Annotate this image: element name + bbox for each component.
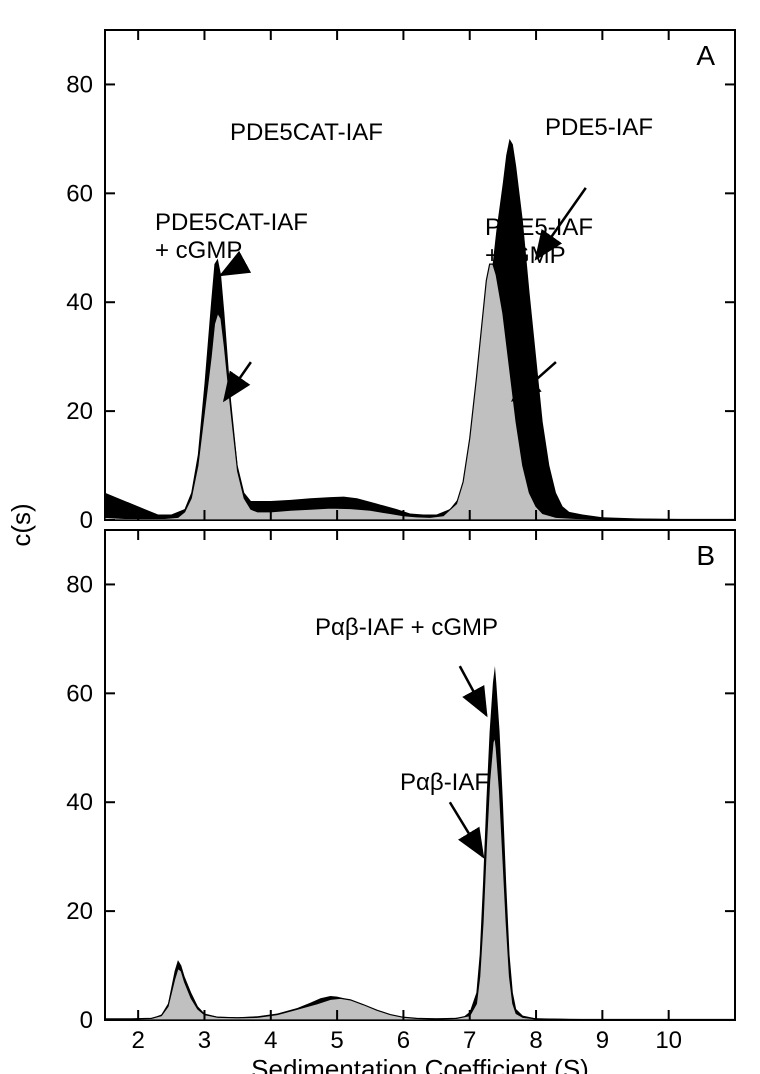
svg-text:20: 20 bbox=[66, 898, 93, 925]
svg-text:80: 80 bbox=[66, 571, 93, 598]
svg-text:60: 60 bbox=[66, 680, 93, 707]
svg-text:3: 3 bbox=[198, 1027, 211, 1054]
svg-text:A: A bbox=[696, 40, 715, 71]
svg-text:5: 5 bbox=[330, 1027, 343, 1054]
svg-text:PDE5CAT-IAF: PDE5CAT-IAF bbox=[155, 209, 308, 236]
svg-text:9: 9 bbox=[596, 1027, 609, 1054]
svg-text:4: 4 bbox=[264, 1027, 277, 1054]
svg-text:c(s): c(s) bbox=[6, 503, 36, 546]
svg-text:20: 20 bbox=[66, 398, 93, 425]
svg-text:40: 40 bbox=[66, 789, 93, 816]
svg-text:PDE5-IAF: PDE5-IAF bbox=[485, 214, 593, 241]
svg-text:B: B bbox=[696, 540, 715, 571]
svg-text:8: 8 bbox=[529, 1027, 542, 1054]
svg-text:Pαβ-IAF + cGMP: Pαβ-IAF + cGMP bbox=[315, 614, 498, 641]
svg-text:+cGMP: +cGMP bbox=[485, 242, 566, 269]
svg-text:2: 2 bbox=[131, 1027, 144, 1054]
svg-text:Sedimentation Coefficient (S): Sedimentation Coefficient (S) bbox=[251, 1054, 589, 1074]
svg-text:40: 40 bbox=[66, 289, 93, 316]
svg-text:0: 0 bbox=[80, 507, 93, 534]
svg-text:PDE5CAT-IAF: PDE5CAT-IAF bbox=[230, 119, 383, 146]
svg-text:6: 6 bbox=[397, 1027, 410, 1054]
svg-text:60: 60 bbox=[66, 180, 93, 207]
svg-text:10: 10 bbox=[655, 1027, 682, 1054]
chart-svg: 0 20 40 60 80 0 20 40 60 80 2 3 4 5 6 7 8 9 10 Sedimentatio… bbox=[0, 0, 760, 1074]
svg-text:PDE5-IAF: PDE5-IAF bbox=[545, 114, 653, 141]
chart-container: 0 20 40 60 80 0 20 40 60 80 2 3 4 5 6 7 8 9 10 Sedimentatio… bbox=[0, 0, 760, 1074]
svg-text:Pαβ-IAF: Pαβ-IAF bbox=[400, 769, 489, 796]
svg-text:+ cGMP: + cGMP bbox=[155, 237, 242, 264]
svg-text:0: 0 bbox=[80, 1007, 93, 1034]
svg-text:80: 80 bbox=[66, 71, 93, 98]
svg-text:7: 7 bbox=[463, 1027, 476, 1054]
